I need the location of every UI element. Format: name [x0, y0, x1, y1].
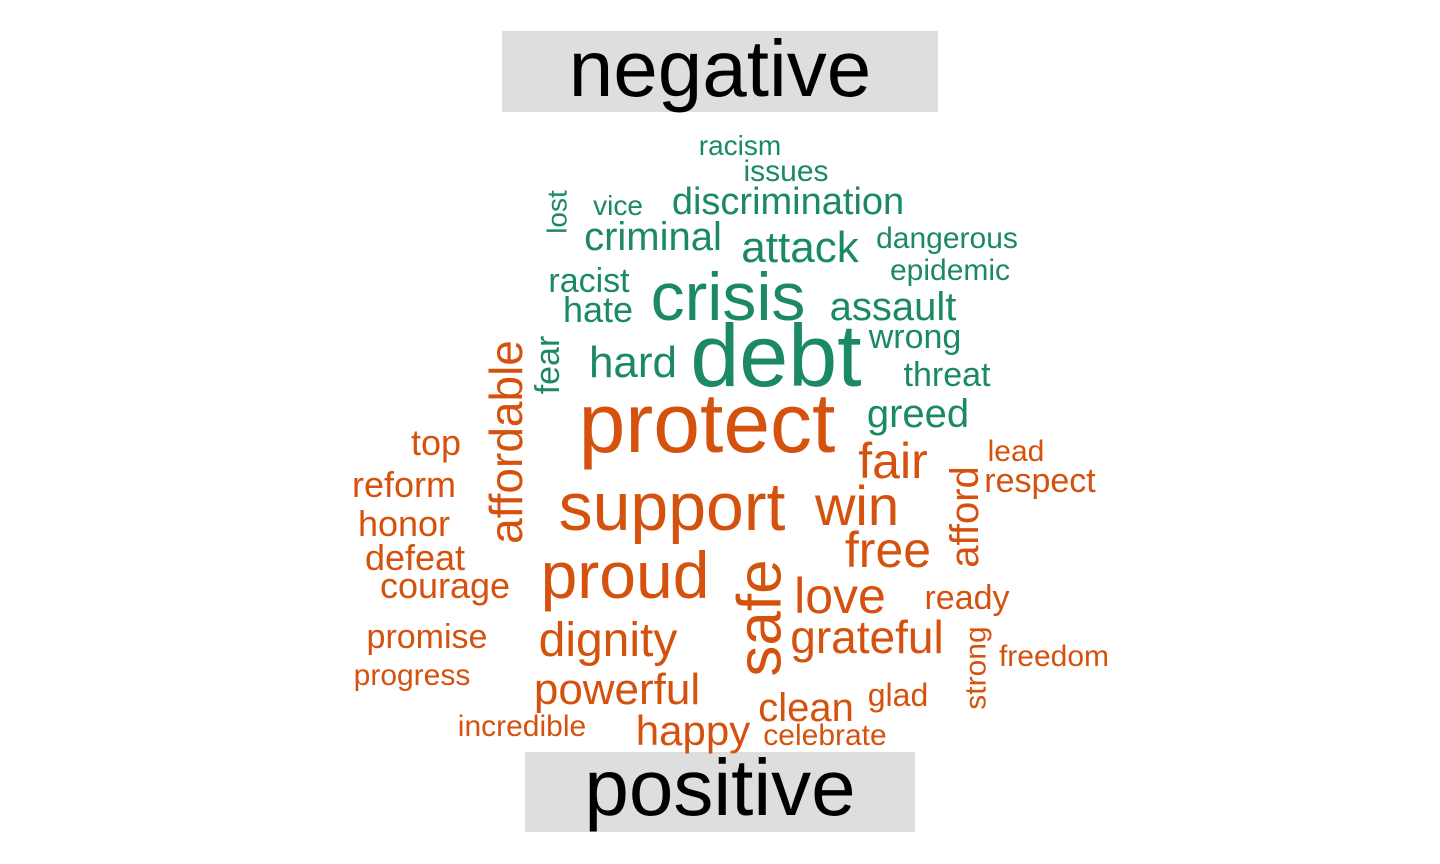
word-negative-vice: vice	[593, 190, 643, 221]
word-positive-protect: protect	[579, 376, 836, 470]
word-positive-dignity: dignity	[539, 614, 678, 667]
word-positive-affordable: affordable	[480, 340, 532, 544]
word-negative-racism: racism	[699, 130, 781, 161]
word-positive-free: free	[845, 522, 931, 578]
positive-label-box	[525, 752, 915, 832]
word-negative-lost: lost	[542, 190, 573, 234]
word-positive-support: support	[559, 469, 786, 545]
word-negative-debt: debt	[690, 306, 861, 405]
word-positive-courage: courage	[380, 565, 510, 606]
word-negative-wrong: wrong	[868, 318, 962, 356]
word-negative-discrimination: discrimination	[672, 181, 904, 223]
word-negative-fear: fear	[529, 336, 567, 395]
word-positive-glad: glad	[868, 677, 929, 713]
word-negative-racist: racist	[548, 262, 630, 300]
word-negative-criminal: criminal	[584, 215, 722, 259]
word-positive-honor: honor	[358, 503, 450, 544]
word-positive-reform: reform	[352, 464, 456, 505]
word-negative-dangerous: dangerous	[876, 222, 1018, 255]
negative-label-box	[502, 31, 938, 112]
word-negative-epidemic: epidemic	[890, 254, 1010, 287]
word-positive-proud: proud	[541, 538, 710, 612]
word-positive-afford: afford	[943, 466, 987, 568]
word-positive-ready: ready	[924, 579, 1009, 617]
word-positive-top: top	[411, 422, 461, 463]
word-positive-incredible: incredible	[458, 710, 586, 743]
word-positive-grateful: grateful	[790, 611, 943, 663]
word-positive-win: win	[814, 474, 899, 537]
word-negative-assault: assault	[830, 285, 957, 329]
word-negative-attack: attack	[741, 223, 859, 272]
word-negative-hate: hate	[563, 289, 633, 330]
word-positive-fair: fair	[858, 433, 927, 489]
word-negative-crisis: crisis	[651, 259, 806, 335]
word-positive-safe: safe	[726, 559, 795, 676]
word-negative-hard: hard	[589, 338, 677, 387]
word-negative-greed: greed	[867, 392, 969, 436]
positive-label: positive	[584, 743, 855, 832]
word-positive-progress: progress	[354, 659, 471, 692]
word-positive-powerful: powerful	[534, 665, 700, 714]
word-positive-promise: promise	[367, 618, 488, 656]
negative-label: negative	[569, 24, 871, 113]
word-positive-defeat: defeat	[365, 537, 465, 578]
word-positive-love: love	[794, 568, 886, 624]
word-positive-lead: lead	[988, 435, 1045, 468]
word-positive-respect: respect	[984, 462, 1096, 500]
word-positive-strong: strong	[960, 626, 993, 709]
word-positive-celebrate: celebrate	[763, 719, 886, 752]
word-negative-threat: threat	[904, 356, 991, 394]
word-positive-happy: happy	[636, 707, 750, 754]
word-positive-clean: clean	[758, 686, 854, 730]
word-positive-freedom: freedom	[999, 640, 1109, 673]
word-negative-issues: issues	[743, 155, 828, 188]
